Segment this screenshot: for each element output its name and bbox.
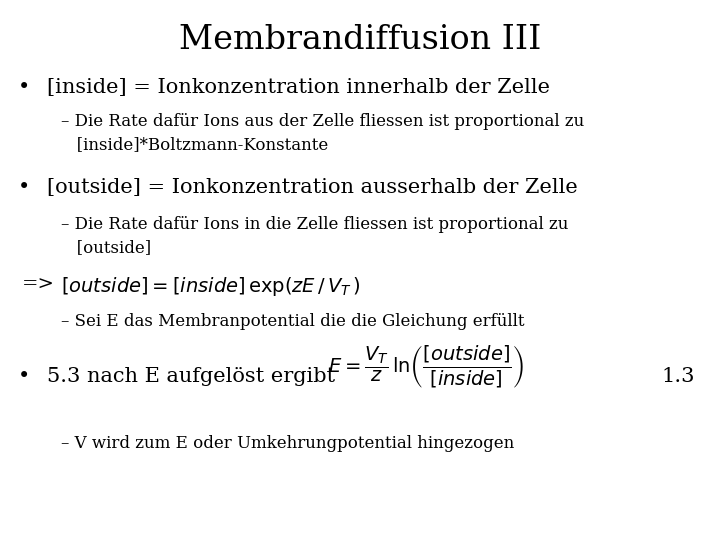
Text: – Die Rate dafür Ions aus der Zelle fliessen ist proportional zu
   [inside]*Bol: – Die Rate dafür Ions aus der Zelle flie… [61,113,585,153]
Text: 5.3 nach E aufgelöst ergibt: 5.3 nach E aufgelöst ergibt [47,367,335,386]
Text: [outside] = Ionkonzentration ausserhalb der Zelle: [outside] = Ionkonzentration ausserhalb … [47,178,577,197]
Text: •: • [18,78,30,97]
Text: •: • [18,178,30,197]
Text: =>: => [22,275,55,293]
Text: $E = \dfrac{V_T}{z}\,\ln\!\left(\dfrac{[outside]}{[inside]}\right)$: $E = \dfrac{V_T}{z}\,\ln\!\left(\dfrac{[… [328,344,523,390]
Text: •: • [18,367,30,386]
Text: Membrandiffusion III: Membrandiffusion III [179,24,541,56]
Text: – Die Rate dafür Ions in die Zelle fliessen ist proportional zu
   [outside]: – Die Rate dafür Ions in die Zelle flies… [61,216,569,256]
Text: – Sei E das Membranpotential die die Gleichung erfüllt: – Sei E das Membranpotential die die Gle… [61,313,525,330]
Text: 1.3: 1.3 [661,367,695,386]
Text: – V wird zum E oder Umkehrungpotential hingezogen: – V wird zum E oder Umkehrungpotential h… [61,435,515,451]
Text: $[outside] = [inside]\,\mathrm{exp}(zE\,/\,V_T\,)$: $[outside] = [inside]\,\mathrm{exp}(zE\,… [61,275,361,299]
Text: [inside] = Ionkonzentration innerhalb der Zelle: [inside] = Ionkonzentration innerhalb de… [47,78,550,97]
